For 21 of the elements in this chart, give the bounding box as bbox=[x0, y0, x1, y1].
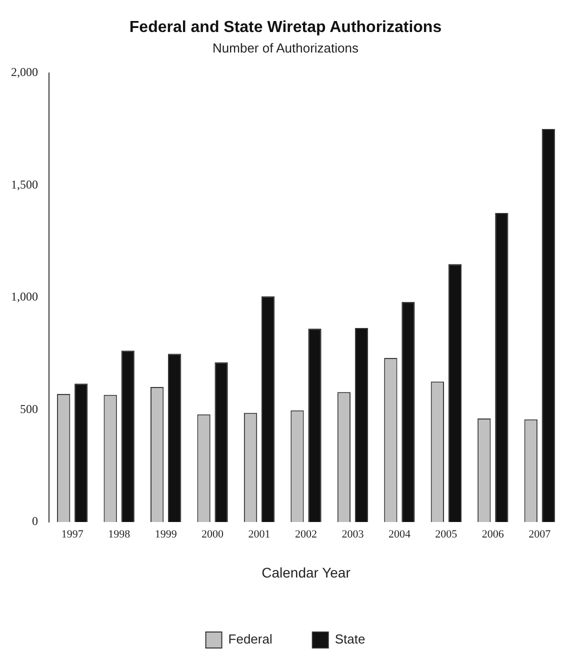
x-tick-label: 2002 bbox=[295, 528, 317, 540]
y-tick-label: 1,000 bbox=[11, 290, 38, 304]
y-tick-label: 0 bbox=[32, 514, 38, 528]
y-tick-label: 1,500 bbox=[11, 177, 38, 192]
chart-title: Federal and State Wiretap Authorizations bbox=[129, 19, 442, 36]
x-tick-label: 2005 bbox=[435, 528, 458, 540]
y-tick-label: 2,000 bbox=[11, 64, 38, 79]
x-tick-label: 2006 bbox=[482, 528, 504, 540]
chart-subtitle: Number of Authorizations bbox=[212, 40, 359, 56]
x-tick-label: 2003 bbox=[342, 528, 364, 540]
x-tick-label: 2001 bbox=[248, 528, 270, 540]
x-tick-label: 1998 bbox=[108, 528, 131, 540]
x-tick-label: 2000 bbox=[202, 528, 224, 540]
x-tick-label: 1999 bbox=[154, 528, 178, 540]
legend-label: State bbox=[334, 632, 366, 647]
x-tick-label: 1997 bbox=[61, 528, 84, 540]
legend-label: Federal bbox=[228, 632, 272, 647]
x-axis-title: Calendar Year bbox=[262, 564, 351, 580]
x-tick-label: 2007 bbox=[528, 528, 552, 540]
x-tick-label: 2004 bbox=[388, 528, 411, 540]
y-tick-label: 500 bbox=[20, 402, 38, 416]
